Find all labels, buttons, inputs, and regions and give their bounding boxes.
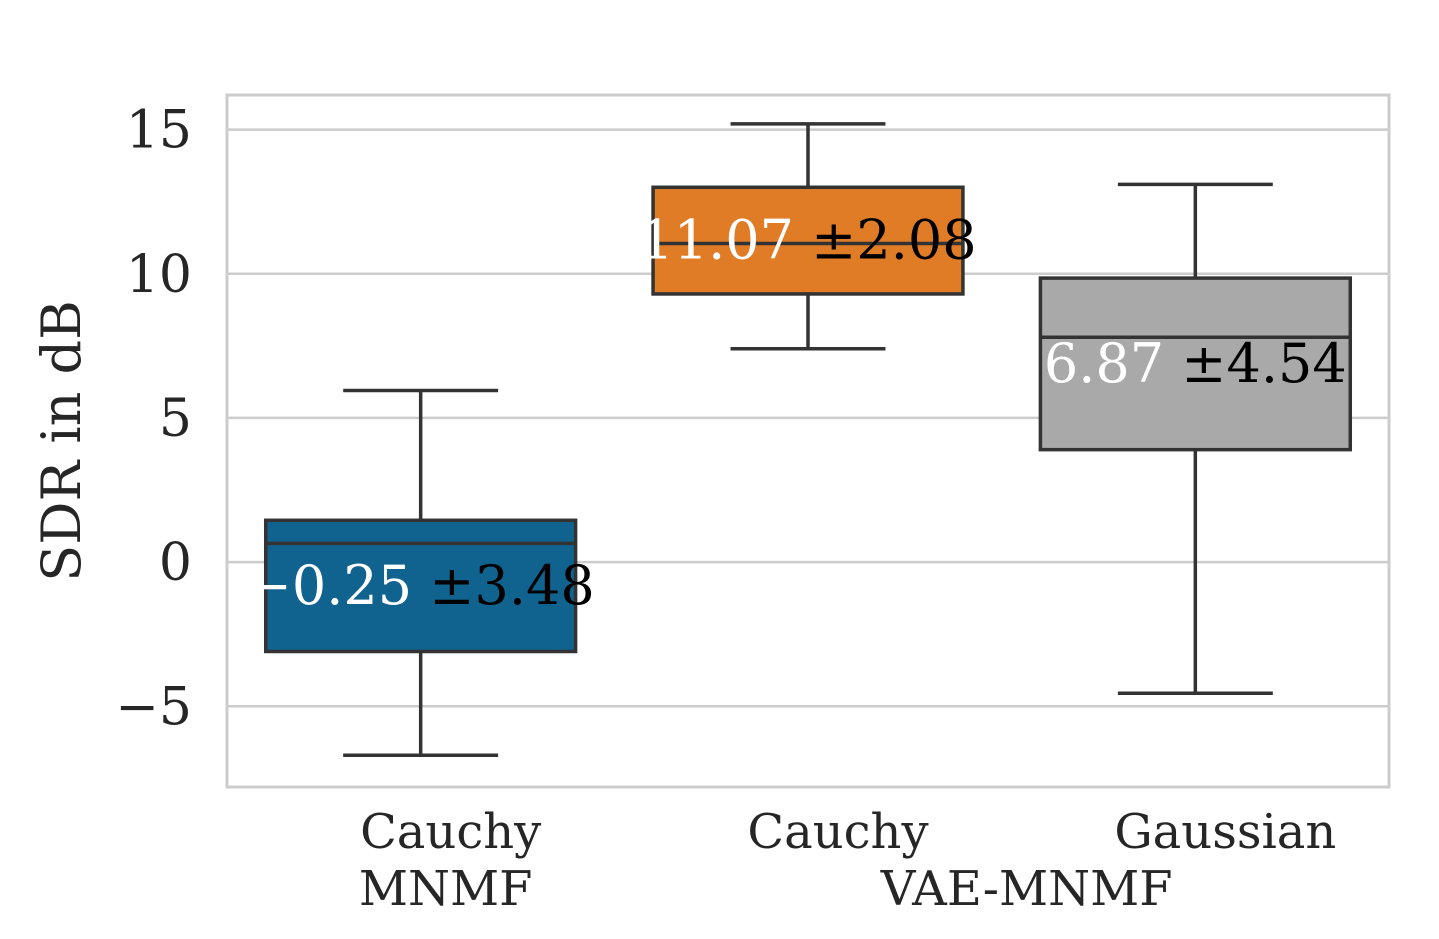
y-tick-label: 0 — [159, 533, 192, 593]
y-axis-label: SDR in dB — [30, 300, 93, 582]
y-tick-label: 15 — [126, 101, 192, 161]
box-stat-label: −0.25 ±3.48 — [247, 554, 595, 617]
y-tick-labels: −5 0 5 10 15 — [115, 101, 192, 738]
box-2: 11.07 ±2.08 — [639, 122, 977, 351]
x-category-label: Cauchy — [360, 804, 541, 860]
x-category-labels: Cauchy Cauchy Gaussian — [360, 804, 1336, 860]
x-category-label: Gaussian — [1114, 804, 1336, 860]
y-tick-label: 5 — [159, 389, 192, 449]
box-series: −0.25 ±3.48 11.07 ±2.08 6.87 ±4.54 — [247, 122, 1353, 758]
x-category-label: Cauchy — [747, 804, 928, 860]
x-group-label: VAE-MNMF — [880, 861, 1173, 917]
mean-label: 6.87 — [1044, 332, 1181, 395]
box-stat-label: 11.07 ±2.08 — [639, 209, 976, 272]
box-1: −0.25 ±3.48 — [247, 388, 595, 758]
box-3: 6.87 ±4.54 — [1038, 182, 1353, 696]
y-tick-label: 10 — [126, 245, 192, 305]
std-label: ±2.08 — [811, 209, 976, 272]
mean-label: 11.07 — [639, 209, 811, 272]
std-label: ±4.54 — [1181, 332, 1346, 395]
std-label: ±3.48 — [429, 554, 594, 617]
x-group-label: MNMF — [359, 861, 533, 917]
iqr-box — [651, 185, 965, 296]
x-group-labels: MNMF VAE-MNMF — [359, 861, 1173, 917]
mean-label: −0.25 — [247, 554, 430, 617]
iqr-box — [1038, 276, 1353, 452]
plot-frame — [225, 93, 1391, 789]
y-tick-label: −5 — [115, 677, 192, 737]
box-stat-label: 6.87 ±4.54 — [1044, 332, 1347, 395]
